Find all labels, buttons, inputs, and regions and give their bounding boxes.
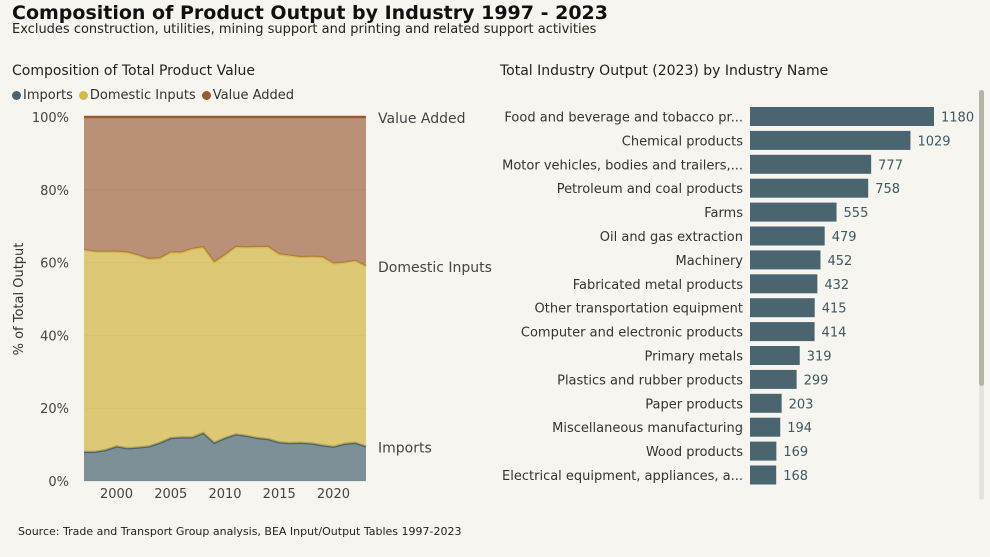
bar-value-label: 319 (807, 350, 832, 365)
area-chart-legend: Imports Domestic Inputs Value Added (12, 88, 294, 103)
bar-value-label: 452 (827, 254, 852, 269)
y-tick-label: 80% (40, 184, 69, 199)
legend-swatch-domestic-inputs (78, 91, 88, 100)
bar-chart-title: Total Industry Output (2023) by Industry… (500, 63, 829, 79)
bar (750, 298, 815, 318)
bar-value-label: 758 (875, 182, 900, 197)
bar-category-label: Oil and gas extraction (600, 230, 743, 245)
bar-category-label: Petroleum and coal products (557, 182, 744, 197)
bar-value-label: 415 (822, 302, 847, 317)
bar-value-label: 168 (783, 469, 808, 484)
area-domestic-inputs (84, 246, 366, 452)
bar-value-label: 414 (822, 326, 847, 341)
y-tick-label: 60% (40, 257, 69, 272)
bar-category-label: Miscellaneous manufacturing (552, 421, 743, 436)
source-note: Source: Trade and Transport Group analys… (18, 525, 462, 538)
legend-swatch-imports (12, 91, 21, 100)
bar (750, 417, 781, 437)
scrollbar-thumb[interactable] (979, 90, 984, 386)
y-tick-label: 100% (32, 111, 69, 126)
bar-category-label: Wood products (646, 445, 743, 460)
bar (750, 226, 825, 246)
bar-value-label: 169 (783, 445, 808, 460)
bar-category-label: Motor vehicles, bodies and trailers,... (502, 158, 743, 173)
end-label-value-added: Value Added (378, 111, 466, 127)
bar (750, 202, 837, 222)
bar (750, 369, 797, 389)
bar (750, 322, 815, 342)
end-label-domestic-inputs: Domestic Inputs (378, 260, 492, 276)
y-axis-label: % of Total Output (12, 243, 27, 356)
bar-category-label: Electrical equipment, appliances, a... (502, 469, 743, 484)
x-tick-label: 2005 (154, 487, 187, 502)
bar (750, 346, 800, 365)
legend-label-imports: Imports (23, 88, 73, 103)
bar-value-label: 203 (789, 397, 814, 412)
bar-category-label: Chemical products (622, 134, 743, 149)
y-tick-label: 0% (48, 475, 69, 490)
x-tick-label: 2020 (317, 487, 350, 502)
bar-category-label: Computer and electronic products (521, 326, 743, 341)
area-chart-title: Composition of Total Product Value (12, 63, 256, 79)
bar-value-label: 1029 (917, 134, 950, 149)
bar-value-label: 555 (844, 206, 869, 221)
bar-chart-scrollbar[interactable] (979, 90, 984, 500)
bar-category-label: Paper products (645, 397, 743, 412)
bar (750, 441, 777, 461)
bar-category-label: Fabricated metal products (573, 278, 744, 293)
bar-value-label: 299 (804, 373, 829, 388)
y-tick-label: 40% (40, 329, 69, 344)
bar-value-label: 194 (787, 421, 812, 436)
legend-item-domestic-inputs[interactable]: Domestic Inputs (78, 88, 196, 103)
page-title: Composition of Product Output by Industr… (12, 2, 608, 24)
y-tick-label: 20% (40, 402, 69, 417)
bar (750, 107, 934, 126)
bar (750, 178, 869, 198)
legend-label-domestic-inputs: Domestic Inputs (89, 88, 196, 103)
bar (750, 393, 782, 413)
bar-value-label: 479 (832, 230, 857, 245)
area-value-added (84, 117, 366, 267)
bar-value-label: 1180 (941, 111, 974, 126)
bar-category-label: Farms (704, 206, 743, 221)
bar (750, 250, 821, 270)
legend-label-value-added: Value Added (212, 88, 294, 103)
bar (750, 274, 818, 294)
bar-category-label: Plastics and rubber products (557, 373, 743, 388)
bar-value-label: 777 (878, 158, 903, 173)
bar (750, 130, 911, 150)
bar (750, 465, 777, 485)
x-tick-label: 2000 (100, 487, 133, 502)
bar-category-label: Food and beverage and tobacco pr... (504, 111, 743, 126)
legend-swatch-value-added (201, 91, 211, 100)
x-tick-label: 2015 (263, 487, 296, 502)
page-subtitle: Excludes construction, utilities, mining… (12, 22, 597, 37)
end-label-imports: Imports (378, 440, 432, 456)
bar-category-label: Primary metals (645, 350, 744, 365)
x-tick-label: 2010 (208, 487, 241, 502)
bar (750, 154, 872, 174)
legend-item-imports[interactable]: Imports (12, 88, 73, 103)
bar-category-label: Other transportation equipment (535, 302, 743, 317)
bar-category-label: Machinery (676, 254, 744, 269)
legend-item-value-added[interactable]: Value Added (201, 88, 294, 103)
bar-value-label: 432 (824, 278, 849, 293)
